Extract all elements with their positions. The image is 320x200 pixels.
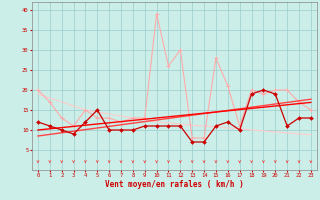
X-axis label: Vent moyen/en rafales ( km/h ): Vent moyen/en rafales ( km/h ): [105, 180, 244, 189]
